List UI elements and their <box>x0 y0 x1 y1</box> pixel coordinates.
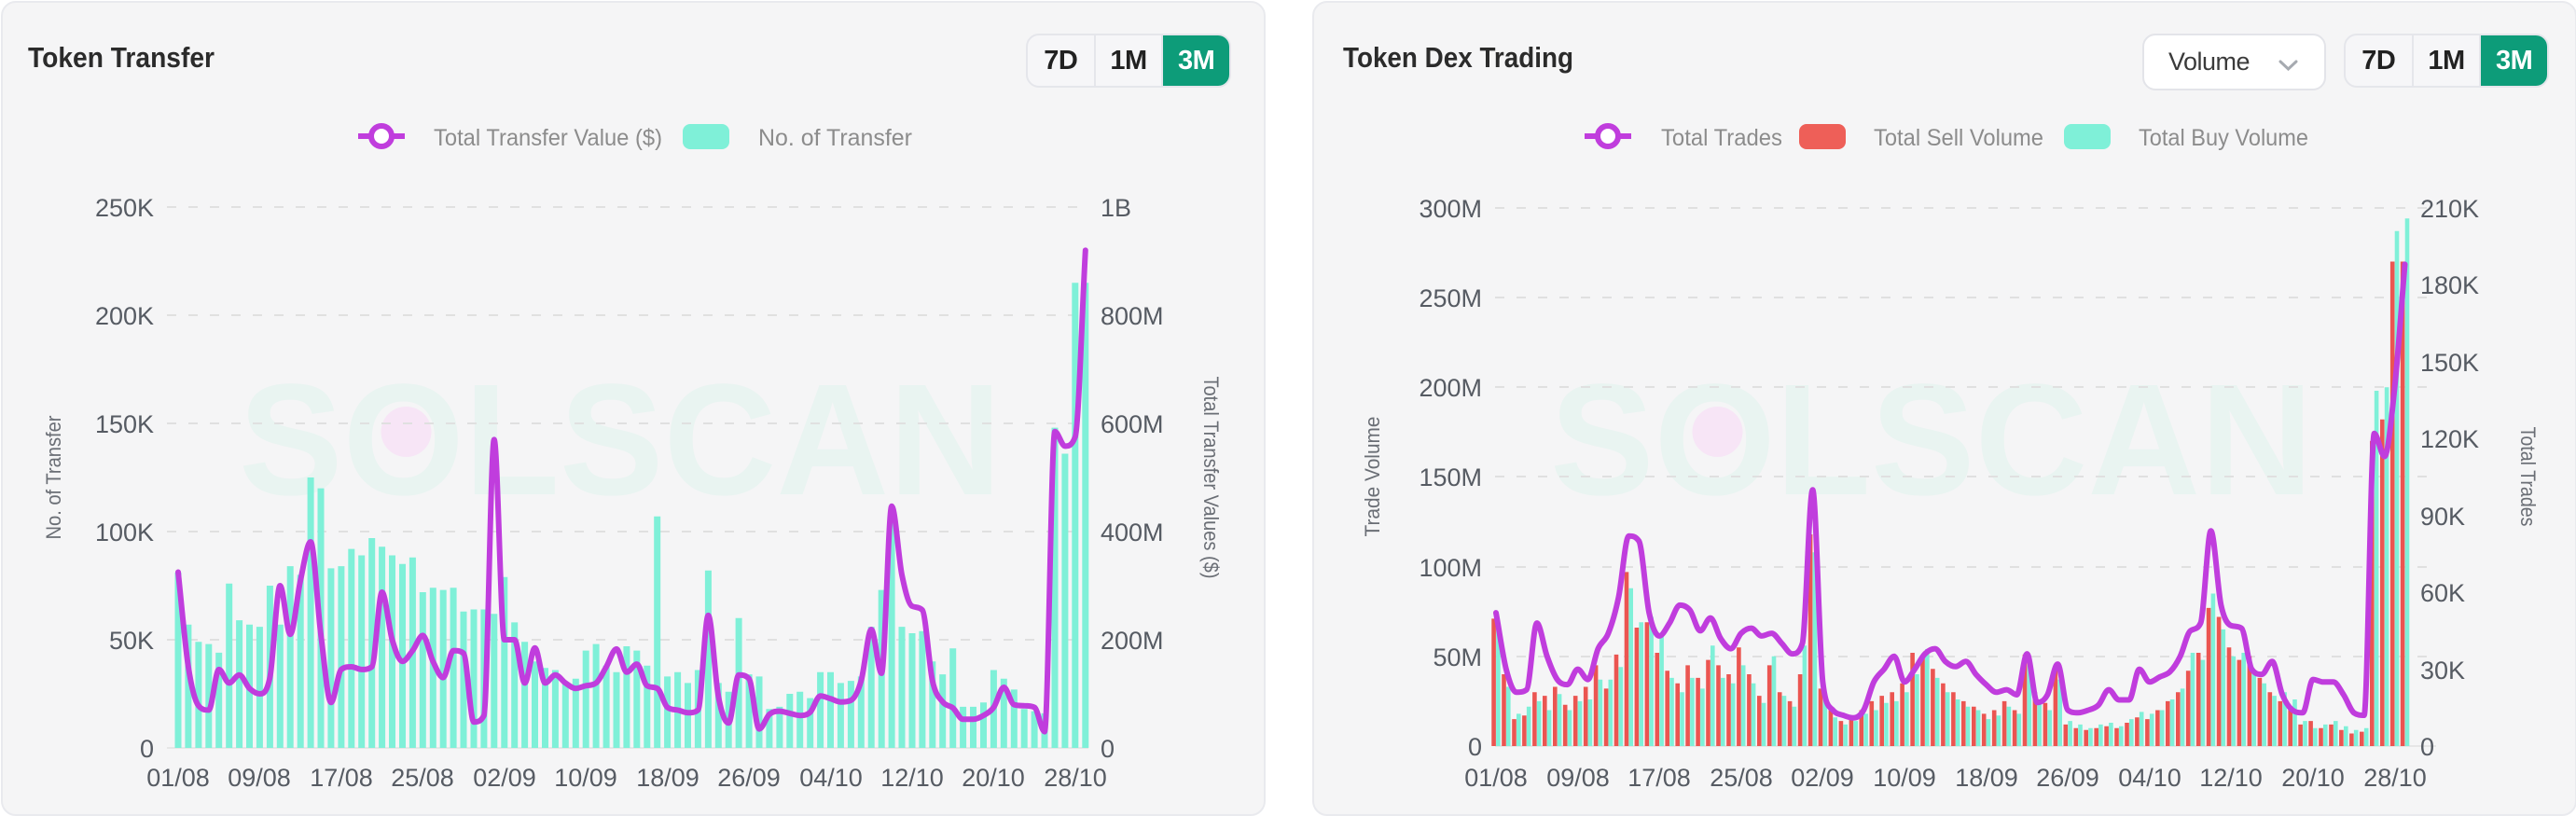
svg-text:02/09: 02/09 <box>473 764 536 792</box>
svg-text:28/10: 28/10 <box>1044 764 1107 792</box>
svg-text:Token Transfer: Token Transfer <box>28 41 215 74</box>
svg-text:Total Buy Volume: Total Buy Volume <box>2139 125 2308 151</box>
svg-text:17/08: 17/08 <box>310 764 373 792</box>
svg-text:90K: 90K <box>2420 503 2465 531</box>
svg-text:04/10: 04/10 <box>799 764 863 792</box>
svg-text:300M: 300M <box>1419 195 1482 223</box>
svg-text:Total Transfer Values ($): Total Transfer Values ($) <box>1199 377 1223 579</box>
svg-text:Total Transfer Value ($): Total Transfer Value ($) <box>434 125 662 151</box>
svg-text:SOLSCAN: SOLSCAN <box>239 352 1002 529</box>
svg-text:Total Trades: Total Trades <box>2516 427 2540 527</box>
svg-text:25/08: 25/08 <box>391 764 454 792</box>
svg-text:26/09: 26/09 <box>2036 764 2099 792</box>
svg-text:09/08: 09/08 <box>228 764 291 792</box>
svg-text:Trade Volume: Trade Volume <box>1361 417 1384 537</box>
svg-text:60K: 60K <box>2420 579 2465 607</box>
svg-text:04/10: 04/10 <box>2118 764 2181 792</box>
svg-text:150M: 150M <box>1419 463 1482 491</box>
svg-text:01/08: 01/08 <box>1464 764 1528 792</box>
svg-text:10/09: 10/09 <box>554 764 617 792</box>
svg-text:20/10: 20/10 <box>2281 764 2345 792</box>
svg-text:250M: 250M <box>1419 284 1482 312</box>
svg-text:120K: 120K <box>2420 425 2479 453</box>
svg-text:400M: 400M <box>1101 519 1164 546</box>
svg-text:1B: 1B <box>1101 194 1131 222</box>
svg-text:100M: 100M <box>1419 554 1482 582</box>
svg-text:25/08: 25/08 <box>1710 764 1773 792</box>
svg-text:12/10: 12/10 <box>2199 764 2263 792</box>
svg-text:210K: 210K <box>2420 195 2479 223</box>
svg-text:800M: 800M <box>1101 302 1164 330</box>
svg-text:12/10: 12/10 <box>880 764 944 792</box>
svg-text:180K: 180K <box>2420 271 2479 299</box>
svg-text:18/09: 18/09 <box>636 764 699 792</box>
svg-text:Total Trades: Total Trades <box>1661 125 1782 151</box>
svg-text:0: 0 <box>140 735 154 763</box>
svg-text:0: 0 <box>1101 735 1115 763</box>
svg-text:No. of Transfer: No. of Transfer <box>42 416 65 540</box>
svg-text:150K: 150K <box>95 410 154 438</box>
svg-text:Token Dex Trading: Token Dex Trading <box>1343 41 1573 74</box>
svg-text:20/10: 20/10 <box>962 764 1025 792</box>
svg-text:200K: 200K <box>95 302 154 330</box>
svg-text:250K: 250K <box>95 194 154 222</box>
svg-text:30K: 30K <box>2420 657 2465 685</box>
svg-text:02/09: 02/09 <box>1791 764 1854 792</box>
svg-text:50M: 50M <box>1433 643 1482 671</box>
svg-text:0: 0 <box>2420 733 2434 761</box>
svg-text:18/09: 18/09 <box>1955 764 2018 792</box>
svg-text:0: 0 <box>1468 733 1482 761</box>
svg-text:100K: 100K <box>95 519 154 546</box>
svg-text:50K: 50K <box>109 627 154 655</box>
svg-text:600M: 600M <box>1101 410 1164 438</box>
svg-text:No. of Transfer: No. of Transfer <box>758 125 912 151</box>
svg-text:01/08: 01/08 <box>146 764 210 792</box>
svg-text:10/09: 10/09 <box>1873 764 1936 792</box>
svg-text:28/10: 28/10 <box>2363 764 2427 792</box>
svg-text:SOLSCAN: SOLSCAN <box>1550 352 2313 529</box>
svg-text:17/08: 17/08 <box>1627 764 1691 792</box>
svg-text:200M: 200M <box>1419 374 1482 402</box>
svg-text:Total Sell Volume: Total Sell Volume <box>1874 125 2043 151</box>
svg-text:150K: 150K <box>2420 349 2479 377</box>
svg-text:09/08: 09/08 <box>1546 764 1610 792</box>
svg-text:26/09: 26/09 <box>717 764 781 792</box>
svg-text:200M: 200M <box>1101 627 1164 655</box>
